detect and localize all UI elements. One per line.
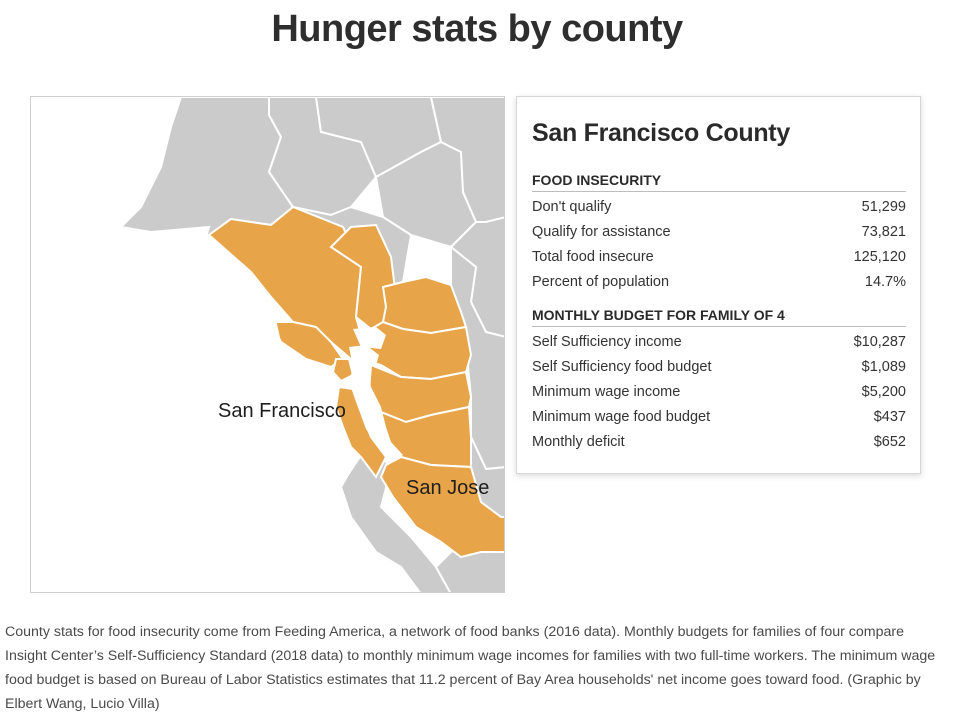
stat-row: Don't qualify 51,299 [532, 195, 906, 220]
stat-label: Self Sufficiency food budget [532, 359, 712, 375]
stat-row: Monthly deficit $652 [532, 430, 906, 455]
county-map-svg: San Francisco San Jose [31, 97, 505, 592]
san-pablo-bay [353, 327, 386, 349]
city-label-san-jose: San Jose [406, 477, 489, 499]
stat-value: 14.7% [864, 274, 906, 290]
caption: County stats for food insecurity come fr… [5, 624, 936, 712]
stat-value: 125,120 [853, 249, 906, 265]
food-insecurity-heading: FOOD INSECURITY [532, 172, 906, 192]
bay-water [31, 97, 420, 592]
stat-label: Minimum wage food budget [532, 409, 711, 425]
stat-label: Minimum wage income [532, 384, 681, 400]
stat-label: Percent of population [532, 274, 670, 290]
stat-label: Total food insecure [532, 249, 654, 265]
county-name: San Francisco County [532, 119, 790, 147]
stat-label: Don't qualify [532, 199, 612, 215]
stat-value: $1,089 [861, 359, 906, 375]
stat-row: Total food insecure 125,120 [532, 245, 906, 270]
stat-value: $652 [873, 434, 906, 450]
stat-row: Minimum wage food budget $437 [532, 405, 906, 430]
page-title: Hunger stats by county [271, 8, 683, 50]
county-san-francisco[interactable] [331, 358, 355, 383]
stat-value: 73,821 [861, 224, 906, 240]
stat-value: $437 [873, 409, 906, 425]
stat-row: Percent of population 14.7% [532, 270, 906, 295]
stat-row: Qualify for assistance 73,821 [532, 220, 906, 245]
stat-row: Self Sufficiency food budget $1,089 [532, 355, 906, 380]
stat-label: Monthly deficit [532, 434, 625, 450]
stat-value: $10,287 [853, 334, 906, 350]
county-info-panel: San Francisco County FOOD INSECURITY Don… [516, 96, 921, 474]
county-santa-clara[interactable] [379, 455, 505, 559]
stat-value: 51,299 [861, 199, 906, 215]
stat-label: Self Sufficiency income [532, 334, 682, 350]
pacific-ocean [31, 97, 420, 592]
county-map: San Francisco San Jose [30, 96, 505, 593]
stat-row: Minimum wage income $5,200 [532, 380, 906, 405]
stat-row: Self Sufficiency income $10,287 [532, 330, 906, 355]
monthly-budget-table: Self Sufficiency income $10,287 Self Suf… [532, 330, 906, 455]
city-label-san-francisco: San Francisco [218, 400, 346, 422]
monthly-budget-heading: MONTHLY BUDGET FOR FAMILY OF 4 [532, 307, 906, 327]
san-francisco-bay [349, 345, 403, 462]
stat-label: Qualify for assistance [532, 224, 671, 240]
bay-area-counties [207, 205, 505, 559]
stat-value: $5,200 [861, 384, 906, 400]
surrounding-counties [118, 97, 504, 592]
food-insecurity-table: Don't qualify 51,299 Qualify for assista… [532, 195, 906, 295]
